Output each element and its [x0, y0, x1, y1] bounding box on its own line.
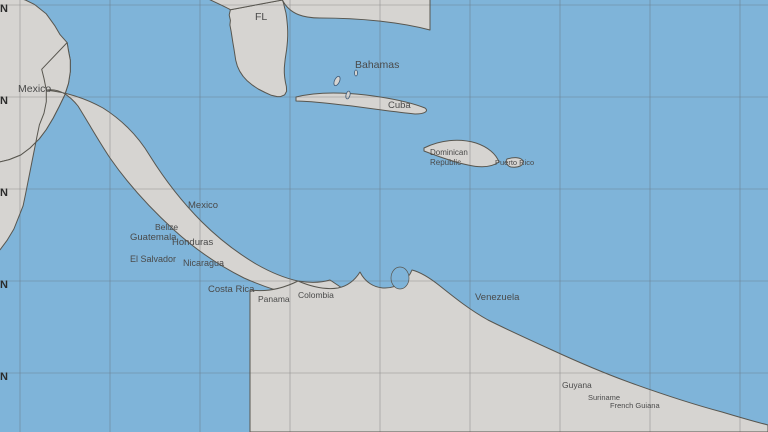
svg-text:Mexico: Mexico	[18, 83, 51, 95]
svg-text:Belize: Belize	[155, 222, 178, 232]
svg-text:Puerto Rico: Puerto Rico	[495, 158, 534, 167]
svg-text:N: N	[0, 95, 8, 107]
svg-text:French Guiana: French Guiana	[610, 401, 660, 410]
svg-text:Mexico: Mexico	[188, 200, 218, 211]
svg-text:Republic: Republic	[430, 158, 461, 167]
svg-text:Panama: Panama	[258, 294, 290, 304]
svg-text:Venezuela: Venezuela	[475, 292, 520, 303]
svg-text:Costa Rica: Costa Rica	[208, 284, 255, 295]
svg-text:N: N	[0, 279, 8, 291]
svg-text:N: N	[0, 187, 8, 199]
svg-text:Guyana: Guyana	[562, 380, 592, 390]
svg-text:Nicaragua: Nicaragua	[183, 258, 224, 268]
svg-text:FL: FL	[255, 11, 267, 23]
svg-text:N: N	[0, 3, 8, 15]
svg-text:Guatemala: Guatemala	[130, 232, 177, 243]
svg-text:Colombia: Colombia	[298, 290, 334, 300]
svg-text:Dominican: Dominican	[430, 148, 468, 157]
svg-text:Cuba: Cuba	[388, 100, 411, 111]
svg-text:El Salvador: El Salvador	[130, 254, 176, 264]
svg-text:Honduras: Honduras	[172, 237, 213, 248]
svg-text:Bahamas: Bahamas	[355, 59, 399, 71]
svg-text:N: N	[0, 371, 8, 383]
